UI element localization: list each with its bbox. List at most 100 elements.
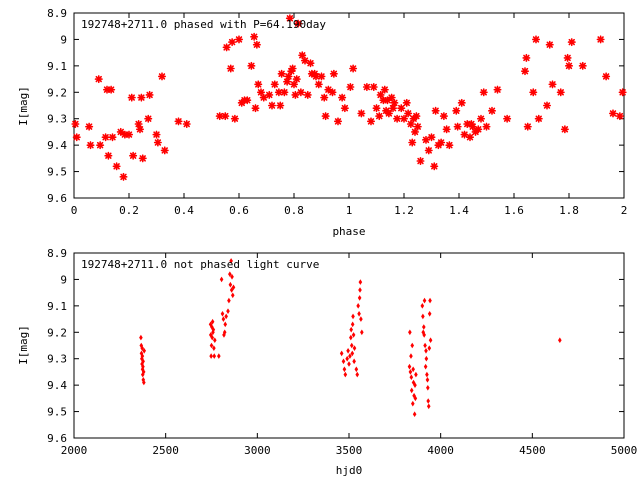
data-point <box>139 350 144 357</box>
data-point <box>94 75 103 84</box>
data-point <box>158 72 166 81</box>
x-axis-label: hjd0 <box>336 464 363 477</box>
data-point <box>474 125 483 134</box>
data-point <box>479 88 488 97</box>
data-point <box>276 101 285 110</box>
data-point <box>424 347 428 354</box>
data-point <box>349 342 354 349</box>
data-point <box>306 59 315 68</box>
data-point <box>347 361 351 367</box>
data-point <box>523 122 532 131</box>
data-point <box>387 93 396 102</box>
data-point <box>314 80 323 89</box>
y-axis-label: I[mag] <box>17 86 30 126</box>
data-point <box>222 43 231 52</box>
data-point <box>212 353 217 359</box>
data-point <box>428 297 432 304</box>
data-point <box>284 72 293 81</box>
data-point <box>208 332 213 338</box>
data-point <box>285 14 294 23</box>
data-point <box>424 355 429 362</box>
data-point <box>351 313 355 320</box>
data-point <box>160 146 169 155</box>
data-point <box>251 104 260 113</box>
data-point <box>426 403 431 410</box>
data-point <box>134 120 143 128</box>
data-point <box>409 353 413 359</box>
data-point <box>414 371 418 378</box>
data-point <box>215 112 224 121</box>
data-point <box>343 371 348 378</box>
data-point <box>153 138 162 147</box>
data-point <box>413 122 422 131</box>
data-point <box>209 353 213 359</box>
data-point <box>219 276 224 283</box>
data-point <box>145 90 154 99</box>
y-tick-label: 9.1 <box>47 60 67 73</box>
data-point <box>340 104 349 113</box>
data-point <box>267 101 277 110</box>
data-point <box>522 53 531 62</box>
data-point <box>384 109 393 118</box>
data-point <box>413 382 417 388</box>
data-point <box>420 303 425 309</box>
data-point <box>212 345 216 351</box>
data-point <box>399 114 409 123</box>
data-point <box>359 316 363 322</box>
data-point <box>362 83 371 91</box>
y-tick-label: 9.6 <box>47 192 67 205</box>
data-point <box>410 342 415 349</box>
data-point <box>338 93 347 102</box>
data-point <box>107 85 116 94</box>
y-tick-label: 9 <box>60 273 67 286</box>
data-point <box>227 297 231 304</box>
data-point <box>235 35 243 44</box>
data-point <box>411 400 415 407</box>
data-point <box>256 88 266 97</box>
x-tick-label: 5000 <box>611 444 638 457</box>
data-point <box>346 347 350 354</box>
data-point <box>476 114 486 123</box>
plot-frame <box>73 12 625 199</box>
x-tick-label: 2500 <box>152 444 179 457</box>
data-point <box>270 80 279 89</box>
x-tick-label: 3000 <box>244 444 271 457</box>
data-point <box>358 287 362 293</box>
data-point <box>141 369 146 375</box>
data-point <box>548 80 557 89</box>
data-point <box>213 337 217 344</box>
data-point <box>427 133 436 142</box>
data-point <box>558 337 562 344</box>
y-tick-label: 9.6 <box>47 432 67 445</box>
data-point <box>358 279 363 285</box>
data-point <box>388 104 398 113</box>
x-tick-label: 0.4 <box>174 204 194 217</box>
data-point <box>376 90 385 99</box>
data-point <box>283 77 292 86</box>
data-point <box>108 133 117 142</box>
data-points <box>139 258 562 418</box>
data-point <box>328 88 337 97</box>
x-tick-label: 1.6 <box>504 204 524 217</box>
data-point <box>416 157 425 165</box>
data-point <box>274 88 283 97</box>
data-point <box>412 411 417 418</box>
data-point <box>427 310 432 317</box>
data-point <box>140 371 145 378</box>
data-point <box>137 93 146 102</box>
data-point <box>229 258 233 264</box>
data-point <box>298 51 307 60</box>
data-point <box>615 112 624 121</box>
data-point <box>329 69 338 78</box>
data-point <box>354 366 359 373</box>
data-point <box>460 130 469 139</box>
data-point <box>366 117 376 126</box>
data-point <box>425 377 430 383</box>
data-point <box>411 379 416 386</box>
data-point <box>140 366 145 373</box>
data-point <box>578 61 587 70</box>
data-point <box>138 154 147 163</box>
data-point <box>468 122 477 131</box>
data-point <box>457 98 466 107</box>
x-tick-label: 0.8 <box>284 204 304 217</box>
